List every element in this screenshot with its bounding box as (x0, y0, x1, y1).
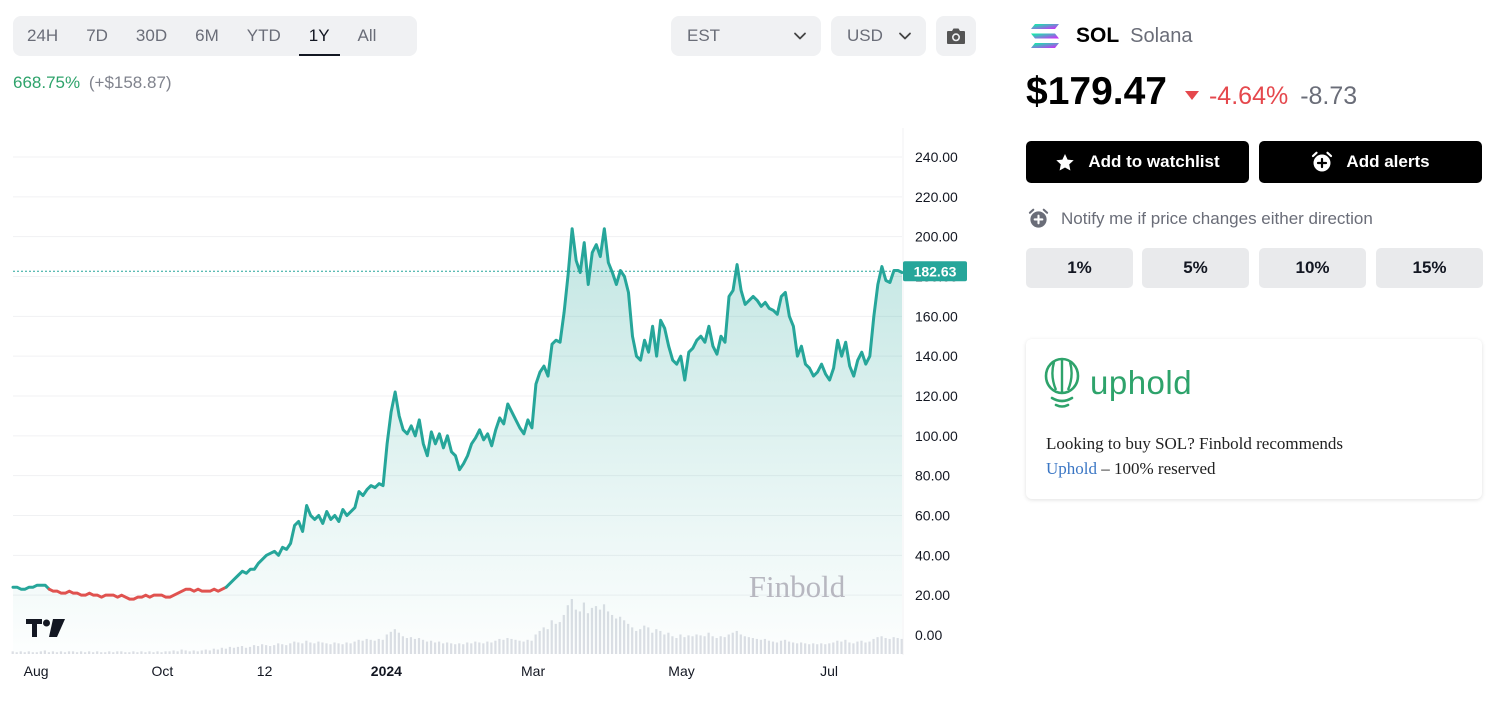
timezone-value: EST (687, 26, 721, 45)
y-tick-label: 20.00 (915, 587, 950, 603)
range-button-ytd[interactable]: YTD (246, 26, 281, 45)
range-button-7d[interactable]: 7D (86, 26, 108, 45)
price-line-up-segment (11, 583, 51, 591)
price-line (11, 227, 904, 601)
range-button-6m[interactable]: 6M (195, 26, 219, 45)
alarm-clock-icon (1028, 208, 1049, 228)
y-tick-label: 40.00 (915, 547, 950, 563)
currency-select[interactable]: USD (831, 16, 926, 56)
x-tick-label: Oct (151, 663, 173, 679)
y-axis: 0.00 20.00 40.00 60.00 80.00 100.00 120.00 140.… (915, 149, 958, 643)
y-tick-label: 0.00 (915, 627, 942, 643)
y-tick-label: 240.00 (915, 149, 958, 165)
x-tick-label: May (668, 663, 694, 679)
asset-symbol: SOL (1076, 24, 1120, 47)
y-tick-label: 140.00 (915, 348, 958, 364)
uphold-logo[interactable]: uphold (1044, 357, 1192, 409)
price-change-percent: -4.64% (1208, 82, 1289, 110)
alarm-clock-icon (1312, 151, 1333, 172)
promo-text: Looking to buy SOL? Finbold recommends U… (1046, 431, 1466, 481)
x-tick-label: Jul (820, 663, 838, 679)
promo-text-suffix: – 100% reserved (1097, 459, 1216, 478)
y-tick-label: 120.00 (915, 388, 958, 404)
range-button-all[interactable]: All (357, 26, 377, 45)
y-tick-label: 200.00 (915, 229, 958, 245)
price-line-up-segment (224, 227, 904, 589)
camera-icon (947, 28, 965, 44)
price-line-down-segment (47, 585, 228, 601)
x-tick-label: 12 (257, 663, 273, 679)
star-icon (1056, 153, 1075, 170)
range-button-24h[interactable]: 24H (27, 26, 59, 45)
price-area-fill (13, 228, 902, 654)
timezone-select[interactable]: EST (671, 16, 821, 56)
uphold-logo-icon (1044, 357, 1080, 408)
y-tick-label: 160.00 (915, 308, 958, 324)
price-row: $179.47 -4.64% -8.73 (1026, 70, 1357, 116)
uphold-link[interactable]: Uphold (1046, 459, 1097, 478)
range-button-30d[interactable]: 30D (135, 26, 168, 45)
notify-option-1-percent[interactable]: 1% (1026, 248, 1133, 288)
range-button-1y[interactable]: 1Y (298, 16, 340, 56)
chevron-down-icon (794, 32, 806, 40)
y-tick-label: 60.00 (915, 508, 950, 524)
price-chart[interactable]: 0.00 20.00 40.00 60.00 80.00 100.00 120.00 140.… (0, 110, 1000, 718)
uphold-promo-card: uphold Looking to buy SOL? Finbold recom… (1026, 339, 1482, 499)
uphold-wordmark: uphold (1090, 364, 1193, 401)
current-price: $179.47 (1026, 70, 1167, 113)
volume-bar (11, 651, 14, 654)
notify-option-10-percent[interactable]: 10% (1259, 248, 1366, 288)
x-axis: Aug Oct 12 2024 Mar May Jul (24, 663, 838, 679)
current-price-value: 182.63 (914, 263, 957, 279)
performance-percent: 668.75% (13, 73, 81, 92)
alerts-label: Add alerts (1346, 152, 1430, 171)
solana-logo-icon (1031, 24, 1059, 48)
price-change-absolute: -8.73 (1300, 82, 1358, 110)
watchlist-label: Add to watchlist (1088, 152, 1220, 171)
time-range-selector: 24H 7D 30D 6M YTD 1Y All (13, 16, 417, 56)
y-tick-label: 100.00 (915, 428, 958, 444)
notify-option-15-percent[interactable]: 15% (1376, 248, 1483, 288)
x-tick-label: Mar (521, 663, 545, 679)
current-price-label: 182.63 (903, 261, 967, 282)
performance-absolute: (+$158.87) (88, 73, 172, 92)
x-tick-label: Aug (24, 663, 49, 679)
tradingview-logo (26, 619, 65, 637)
add-alerts-button[interactable]: Add alerts (1259, 141, 1482, 183)
asset-header: SOL Solana (1030, 20, 1192, 52)
notify-text: Notify me if price changes either direct… (1061, 208, 1373, 228)
chevron-down-icon (899, 32, 911, 40)
performance-summary: 668.75% (+$158.87) (13, 73, 172, 93)
notify-option-5-percent[interactable]: 5% (1142, 248, 1249, 288)
add-to-watchlist-button[interactable]: Add to watchlist (1026, 141, 1249, 183)
promo-text-intro: Looking to buy SOL? Finbold recommends (1046, 434, 1344, 453)
currency-value: USD (847, 26, 883, 45)
y-tick-label: 220.00 (915, 189, 958, 205)
finbold-watermark: Finbold (749, 569, 846, 604)
asset-name: Solana (1130, 24, 1193, 47)
screenshot-button[interactable] (936, 16, 976, 56)
x-tick-label: 2024 (371, 663, 402, 679)
y-tick-label: 80.00 (915, 468, 950, 484)
notify-row: Notify me if price changes either direct… (1028, 208, 1373, 229)
triangle-down-icon (1184, 91, 1199, 100)
